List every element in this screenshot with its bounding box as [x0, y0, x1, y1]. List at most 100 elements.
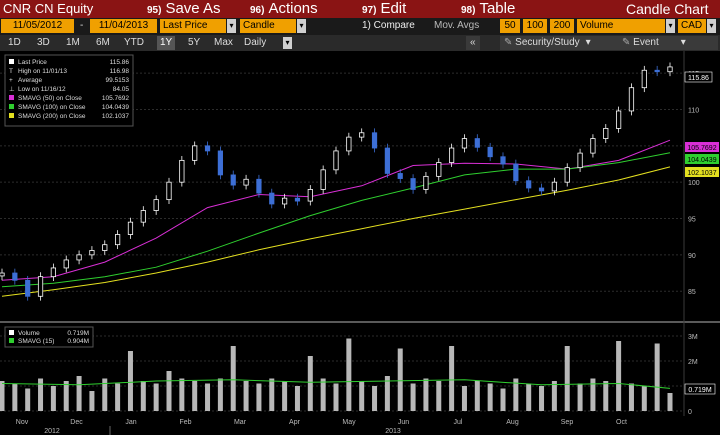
candle[interactable] [282, 197, 288, 205]
candle[interactable] [179, 159, 185, 183]
volume-bar[interactable] [513, 378, 519, 412]
volume-bar[interactable] [410, 383, 416, 412]
volume-bar[interactable] [102, 378, 108, 412]
volume-bar[interactable] [243, 381, 249, 411]
chart-type-select[interactable]: Candle [240, 19, 296, 33]
volume-bar[interactable] [564, 346, 570, 411]
volume-bar[interactable] [307, 356, 313, 411]
candle[interactable] [25, 279, 31, 297]
volume-bar[interactable] [320, 378, 326, 412]
tab-3d[interactable]: 3D [37, 37, 50, 48]
volume-bar[interactable] [205, 383, 211, 412]
volume-bar[interactable] [551, 381, 557, 411]
candle[interactable] [590, 138, 596, 154]
volume-bar[interactable] [0, 381, 5, 411]
candle[interactable] [436, 162, 442, 177]
volume-bar[interactable] [89, 391, 95, 411]
volume-bar[interactable] [217, 378, 223, 412]
volume-bar[interactable] [461, 386, 467, 411]
candle[interactable] [487, 146, 493, 158]
candle[interactable] [654, 69, 660, 73]
candle[interactable] [102, 244, 108, 251]
candle[interactable] [140, 210, 146, 223]
candle[interactable] [616, 110, 622, 129]
volume-bar[interactable] [140, 381, 146, 411]
candle[interactable] [127, 221, 134, 235]
candle[interactable] [346, 136, 352, 152]
volume-bar[interactable] [269, 378, 275, 412]
ma3-field[interactable]: 200 [550, 19, 574, 33]
volume-bar[interactable] [372, 386, 378, 411]
tab-1d[interactable]: 1D [8, 37, 21, 48]
volume-bar[interactable] [38, 378, 44, 412]
volume-bar[interactable] [346, 338, 352, 412]
volume-bar[interactable] [397, 348, 403, 412]
candle[interactable] [76, 254, 82, 261]
candle[interactable] [410, 178, 416, 190]
volume-bar[interactable] [127, 351, 133, 411]
volume-bar[interactable] [449, 346, 455, 411]
candle[interactable] [513, 163, 519, 182]
candle[interactable] [538, 187, 545, 192]
chart-type-dropdown-arrow-icon[interactable]: ▾ [297, 19, 306, 33]
candle-chart[interactable]: 85909510010511011501M2M3M NovDecJanFebMa… [0, 51, 720, 435]
candle[interactable] [397, 173, 403, 179]
volume-bar[interactable] [153, 383, 159, 412]
volume-bar[interactable] [12, 383, 18, 412]
field-select[interactable]: Last Price [160, 19, 226, 33]
event-button[interactable]: ✎ Event ▾ [618, 36, 718, 50]
tab-1y[interactable]: 1Y [157, 36, 176, 50]
table-button[interactable]: 98) Table [461, 0, 515, 18]
volume-bar[interactable] [25, 388, 31, 412]
volume-bar[interactable] [115, 383, 121, 412]
candle[interactable] [217, 150, 223, 176]
volume-bar[interactable] [628, 383, 634, 412]
lower-study-select[interactable]: Volume [577, 19, 665, 33]
candle[interactable] [115, 234, 121, 246]
frequency-select[interactable]: Daily [244, 37, 267, 48]
volume-bar[interactable] [63, 381, 69, 411]
currency-select[interactable]: CAD [678, 19, 706, 33]
volume-bar[interactable] [256, 383, 262, 412]
candle[interactable] [166, 181, 172, 201]
candle[interactable] [256, 178, 262, 194]
volume-bar[interactable] [282, 381, 288, 411]
field-dropdown-arrow-icon[interactable]: ▾ [227, 19, 236, 33]
candle[interactable] [423, 175, 429, 190]
edit-menu-button[interactable]: 97) Edit [362, 0, 406, 18]
candle[interactable] [474, 138, 480, 148]
candle[interactable] [577, 152, 583, 169]
tab-1m[interactable]: 1M [66, 37, 80, 48]
volume-bar[interactable] [384, 376, 390, 411]
candle[interactable] [641, 69, 647, 89]
lower-study-dropdown-arrow-icon[interactable]: ▾ [666, 19, 675, 33]
volume-bar[interactable] [179, 378, 185, 412]
candle[interactable] [551, 181, 557, 192]
volume-bar[interactable] [667, 393, 673, 411]
candle[interactable] [449, 147, 455, 163]
currency-dropdown-arrow-icon[interactable]: ▾ [707, 19, 716, 33]
security-study-button[interactable]: ✎ Security/Study ▾ [500, 36, 618, 50]
candle[interactable] [667, 66, 673, 73]
candle[interactable] [12, 272, 18, 281]
volume-bar[interactable] [359, 381, 365, 411]
volume-bar[interactable] [294, 386, 300, 411]
candle[interactable] [204, 145, 211, 152]
volume-bar[interactable] [423, 378, 429, 412]
candle[interactable] [37, 276, 44, 297]
volume-bar[interactable] [654, 343, 660, 412]
volume-bar[interactable] [577, 383, 583, 412]
tab-ytd[interactable]: YTD [124, 37, 144, 48]
candle[interactable] [320, 169, 326, 190]
volume-bar[interactable] [487, 383, 493, 412]
collapse-icon[interactable]: « [466, 36, 480, 50]
candle[interactable] [359, 132, 365, 138]
actions-menu-button[interactable]: 96) Actions [250, 0, 318, 18]
volume-bar[interactable] [500, 388, 506, 412]
volume-bar[interactable] [603, 381, 609, 411]
candle[interactable] [243, 178, 249, 186]
candle[interactable] [63, 259, 69, 269]
save-as-button[interactable]: 95) Save As [147, 0, 221, 18]
volume-bar[interactable] [590, 378, 596, 412]
candle[interactable] [269, 192, 275, 205]
